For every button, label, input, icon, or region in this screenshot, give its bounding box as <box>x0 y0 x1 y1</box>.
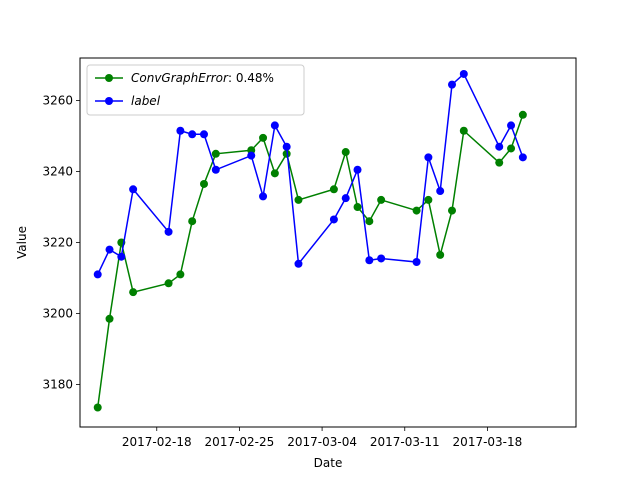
series-1-point-18 <box>365 217 374 226</box>
series-1-point-25 <box>495 158 504 167</box>
series-2 <box>93 69 527 279</box>
x-axis-title: Date <box>314 456 343 470</box>
series-2-point-3 <box>117 252 126 261</box>
series-2-point-8 <box>200 130 208 139</box>
series-1-point-27 <box>518 110 527 119</box>
series-1-point-1 <box>93 403 102 412</box>
series-2-point-26 <box>507 121 516 130</box>
legend-label-2-italic: label <box>131 94 161 108</box>
series-2-point-5 <box>164 227 173 236</box>
y-axis-title: Value <box>15 226 29 259</box>
series-1-point-19 <box>377 195 386 204</box>
series-1-point-11 <box>259 133 268 142</box>
x-axis: 2017-02-18 2017-02-25 2017-03-04 2017-03-11… <box>122 427 522 449</box>
series-2-point-22 <box>436 187 445 196</box>
legend-label-1-italic: ConvGraphError <box>131 71 229 85</box>
series-2-point-27 <box>518 153 527 162</box>
series-1-point-6 <box>176 270 185 279</box>
legend-item-1: ConvGraphError: 0.48% <box>95 71 274 85</box>
y-tick-label-2: 3200 <box>42 306 73 320</box>
legend-item-2: label <box>95 94 161 108</box>
series-2-point-12 <box>270 121 279 130</box>
series-2-point-16 <box>341 194 350 203</box>
series-1-point-5 <box>164 279 173 288</box>
series-2-point-9 <box>211 165 220 174</box>
series-2-point-7 <box>188 130 197 139</box>
series-1-point-2 <box>105 314 114 323</box>
series-2-point-24 <box>459 69 468 78</box>
series-2-point-20 <box>412 258 421 267</box>
series-1-point-23 <box>448 206 456 215</box>
series-2-point-6 <box>176 126 185 135</box>
series-2-point-17 <box>353 165 362 174</box>
x-tick-label-5: 2017-03-18 <box>453 435 523 449</box>
series-1-point-14 <box>294 195 303 204</box>
legend-box <box>86 64 305 116</box>
legend-swatch-marker-2 <box>105 97 113 105</box>
series-layer <box>93 69 527 412</box>
series-1-point-7 <box>188 217 197 226</box>
series-2-point-18 <box>365 256 374 265</box>
series-1-point-21 <box>424 195 433 204</box>
y-tick-label-3: 3220 <box>42 236 73 250</box>
y-tick-label-5: 3260 <box>42 94 73 108</box>
series-1-point-20 <box>412 206 421 215</box>
series-1-point-26 <box>507 144 516 153</box>
series-2-point-19 <box>377 254 386 263</box>
series-2-point-23 <box>448 80 456 89</box>
series-2-point-11 <box>259 192 268 201</box>
series-2-point-2 <box>105 245 114 254</box>
series-2-point-4 <box>129 185 138 194</box>
series-2-point-15 <box>329 215 338 224</box>
series-1 <box>93 110 527 412</box>
x-tick-label-3: 2017-03-04 <box>287 435 357 449</box>
series-1-point-4 <box>129 288 138 297</box>
legend-label-1-value: : 0.48% <box>228 71 274 85</box>
legend: ConvGraphError: 0.48% label <box>86 64 305 116</box>
x-tick-label-4: 2017-03-11 <box>370 435 440 449</box>
series-1-point-16 <box>341 148 350 157</box>
series-2-point-14 <box>294 259 303 268</box>
series-1-point-22 <box>436 250 445 259</box>
series-2-point-13 <box>282 142 291 151</box>
legend-swatch-marker-1 <box>105 74 113 82</box>
series-1-point-17 <box>353 203 362 212</box>
series-1-point-24 <box>459 126 468 135</box>
legend-label-2: label <box>131 94 161 108</box>
series-2-point-25 <box>495 142 504 151</box>
y-tick-label-4: 3240 <box>42 165 73 179</box>
y-axis: 3180 3200 3220 3240 3260 <box>42 94 80 391</box>
legend-label-1: ConvGraphError: 0.48% <box>131 71 274 85</box>
series-1-point-8 <box>200 179 208 188</box>
y-tick-label-1: 3180 <box>42 377 73 391</box>
x-tick-label-1: 2017-02-18 <box>122 435 192 449</box>
series-2-point-1 <box>93 270 102 279</box>
series-2-point-10 <box>247 151 256 160</box>
series-1-point-9 <box>211 149 220 158</box>
series-1-point-12 <box>270 169 279 178</box>
series-2-point-21 <box>424 153 433 162</box>
series-1-point-15 <box>329 185 338 194</box>
x-tick-label-2: 2017-02-25 <box>205 435 275 449</box>
